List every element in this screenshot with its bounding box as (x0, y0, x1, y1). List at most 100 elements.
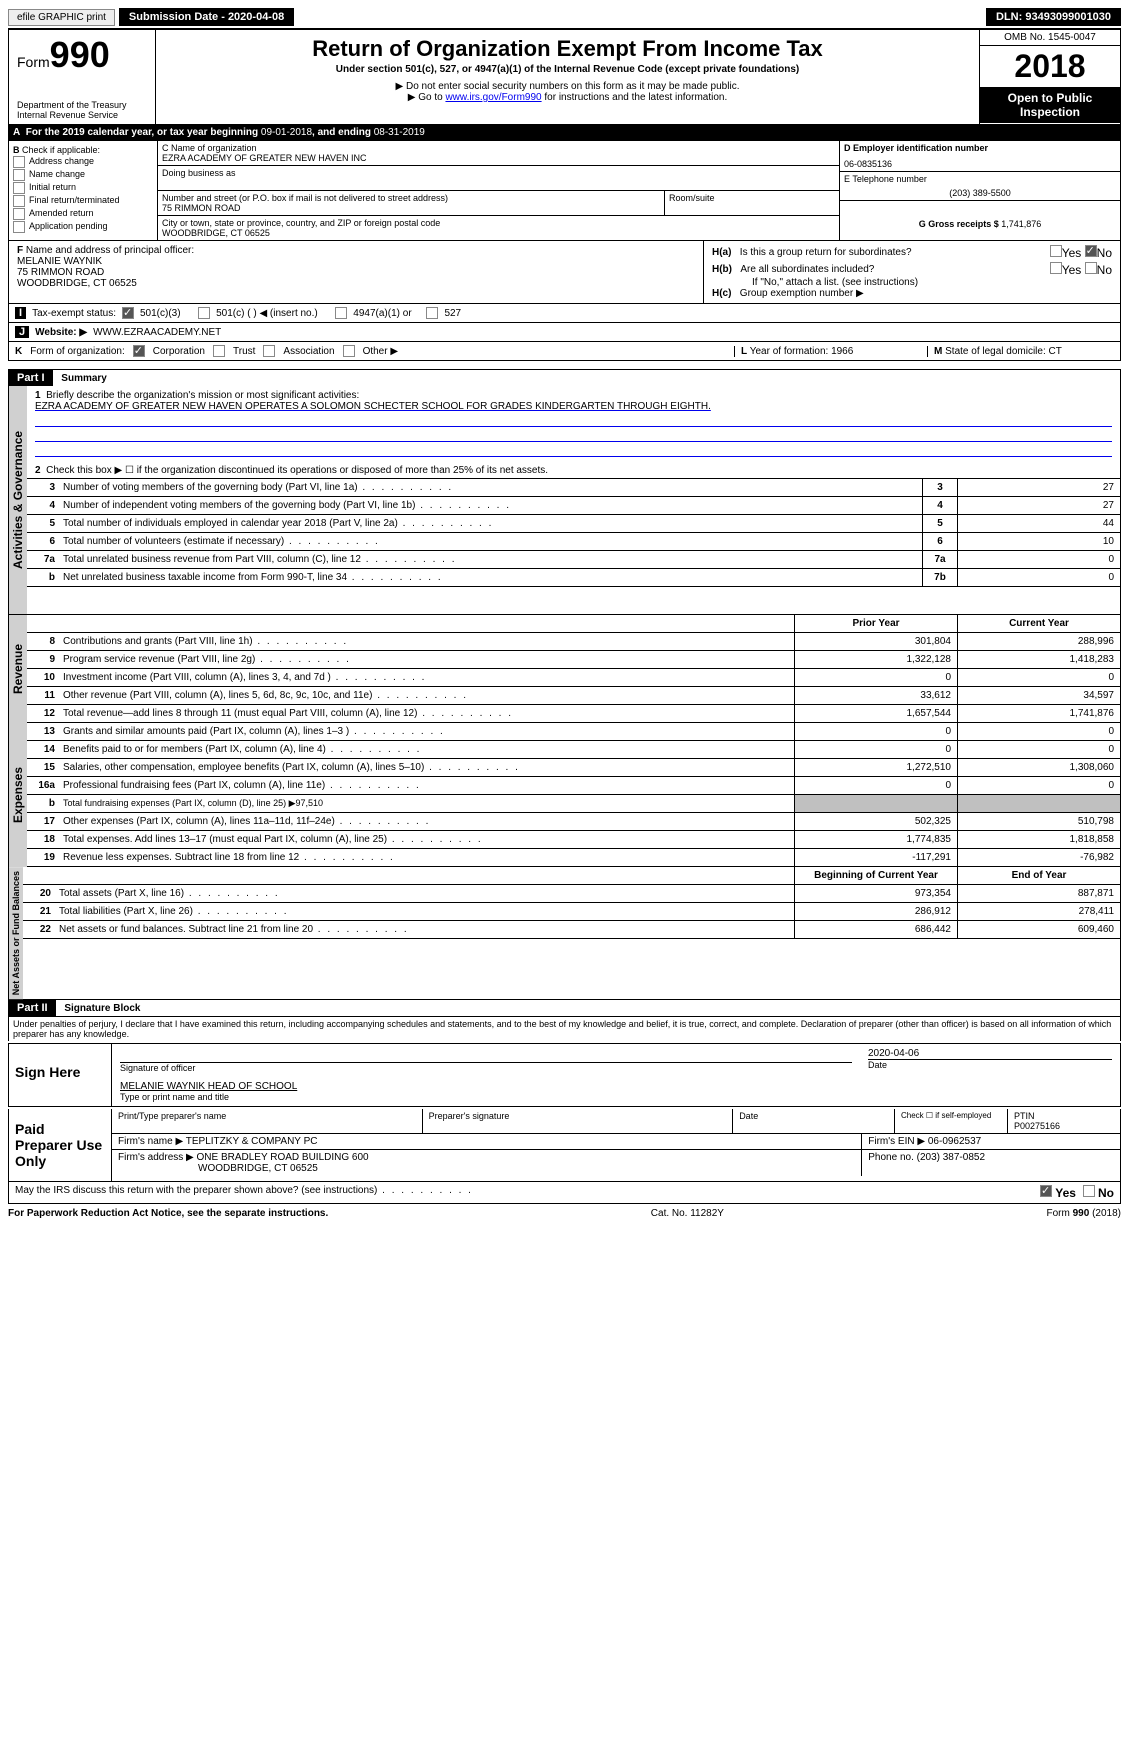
ha-no[interactable] (1085, 245, 1097, 257)
submission-date: Submission Date - 2020-04-08 (119, 8, 294, 26)
signer-name-label: Type or print name and title (120, 1092, 1112, 1102)
checkbox-amended[interactable] (13, 208, 25, 220)
org-address: 75 RIMMON ROAD (162, 203, 660, 213)
phone-label: E Telephone number (844, 174, 1116, 184)
exp-row-19: 19 Revenue less expenses. Subtract line … (27, 849, 1120, 867)
dba-label: Doing business as (162, 168, 835, 178)
dln-label: DLN: 93493099001030 (986, 8, 1121, 26)
rev-row-9: 9 Program service revenue (Part VIII, li… (27, 651, 1120, 669)
firm-name-label: Firm's name ▶ (118, 1136, 186, 1147)
footer-left: For Paperwork Reduction Act Notice, see … (8, 1208, 328, 1219)
org-city: WOODBRIDGE, CT 06525 (162, 228, 835, 238)
checkbox-pending[interactable] (13, 221, 25, 233)
discuss-row: May the IRS discuss this return with the… (8, 1182, 1121, 1204)
line2-desc: Check this box ▶ ☐ if the organization d… (46, 465, 548, 476)
firm-addr-label: Firm's address ▶ (118, 1152, 197, 1163)
form-header: Form990 Department of the Treasury Inter… (8, 28, 1121, 125)
rev-row-8: 8 Contributions and grants (Part VIII, l… (27, 633, 1120, 651)
gov-row-5: 5 Total number of individuals employed i… (27, 515, 1120, 533)
gov-row-6: 6 Total number of volunteers (estimate i… (27, 533, 1120, 551)
sign-here-label: Sign Here (9, 1044, 112, 1106)
org-name: EZRA ACADEMY OF GREATER NEW HAVEN INC (162, 153, 835, 163)
checkbox-address-change[interactable] (13, 156, 25, 168)
line1-desc: Briefly describe the organization's miss… (46, 390, 359, 401)
officer-name: MELANIE WAYNIK (17, 256, 102, 267)
section-d: D Employer identification number 06-0835… (839, 141, 1120, 240)
header-grid: B Check if applicable: Address change Na… (8, 141, 1121, 241)
footer-mid: Cat. No. 11282Y (651, 1208, 724, 1219)
chk-trust[interactable] (213, 345, 225, 357)
chk-other[interactable] (343, 345, 355, 357)
firm-ein-label: Firm's EIN ▶ (868, 1136, 928, 1147)
section-c: C Name of organization EZRA ACADEMY OF G… (158, 141, 839, 240)
ptin-value: P00275166 (1014, 1121, 1114, 1131)
beg-year-hdr: Beginning of Current Year (794, 867, 957, 884)
chk-527[interactable] (426, 307, 438, 319)
line16b-desc: Total fundraising expenses (Part IX, col… (63, 798, 296, 808)
perjury-text: Under penalties of perjury, I declare th… (8, 1016, 1121, 1041)
gross-label: G Gross receipts $ (919, 219, 1002, 229)
mission-text: EZRA ACADEMY OF GREATER NEW HAVEN OPERAT… (35, 401, 1112, 412)
hb-note: If "No," attach a list. (see instruction… (712, 277, 1112, 288)
state-domicile: CT (1049, 346, 1062, 357)
prep-check-label: Check ☐ if self-employed (895, 1109, 1008, 1133)
rev-row-12: 12 Total revenue—add lines 8 through 11 … (27, 705, 1120, 723)
form-number: Form990 (17, 34, 147, 76)
city-label: City or town, state or province, country… (162, 218, 835, 228)
tax-exempt-row: I Tax-exempt status: 501(c)(3) 501(c) ( … (8, 304, 1121, 323)
section-f: F Name and address of principal officer:… (9, 241, 704, 303)
discuss-yes[interactable] (1040, 1185, 1052, 1197)
governance-section: Activities & Governance 1 Briefly descri… (8, 386, 1121, 614)
chk-501c[interactable] (198, 307, 210, 319)
revenue-label: Revenue (9, 615, 27, 723)
firm-addr2: WOODBRIDGE, CT 06525 (118, 1163, 855, 1174)
rev-row-10: 10 Investment income (Part VIII, column … (27, 669, 1120, 687)
gov-row-4: 4 Number of independent voting members o… (27, 497, 1120, 515)
chk-assoc[interactable] (263, 345, 275, 357)
na-row-21: 21 Total liabilities (Part X, line 26) 2… (23, 903, 1120, 921)
exp-row-13: 13 Grants and similar amounts paid (Part… (27, 723, 1120, 741)
checkbox-initial-return[interactable] (13, 182, 25, 194)
form-note-1: ▶ Do not enter social security numbers o… (164, 81, 971, 92)
ptin-label: PTIN (1014, 1111, 1114, 1121)
year-formation: 1966 (831, 346, 853, 357)
prep-print-label: Print/Type preparer's name (112, 1109, 423, 1133)
form-title: Return of Organization Exempt From Incom… (164, 36, 971, 62)
ha-yes[interactable] (1050, 245, 1062, 257)
expenses-label: Expenses (9, 723, 27, 867)
omb-number: OMB No. 1545-0047 (980, 30, 1120, 46)
ein-value: 06-0835136 (844, 159, 1116, 169)
chk-4947[interactable] (335, 307, 347, 319)
open-public: Open to Public Inspection (980, 87, 1120, 123)
checkbox-final-return[interactable] (13, 195, 25, 207)
form-note-2: ▶ Go to www.irs.gov/Form990 for instruct… (164, 92, 971, 103)
prep-phone: (203) 387-0852 (917, 1152, 985, 1163)
line16b-val: 97,510 (296, 798, 324, 808)
irs-label: Internal Revenue Service (17, 110, 147, 120)
footer-right: Form 990 (2018) (1047, 1208, 1121, 1219)
tax-year: 2018 (980, 46, 1120, 87)
gross-value: 1,741,876 (1001, 219, 1041, 229)
efile-button[interactable]: efile GRAPHIC print (8, 9, 115, 26)
checkbox-name-change[interactable] (13, 169, 25, 181)
discuss-no[interactable] (1083, 1185, 1095, 1197)
sign-date: 2020-04-06 (868, 1048, 1112, 1059)
prep-phone-label: Phone no. (868, 1152, 916, 1163)
gov-row-7a: 7a Total unrelated business revenue from… (27, 551, 1120, 569)
addr-label: Number and street (or P.O. box if mail i… (162, 193, 660, 203)
irs-link[interactable]: www.irs.gov/Form990 (445, 92, 541, 103)
hb-yes[interactable] (1050, 262, 1062, 274)
chk-corp[interactable] (133, 345, 145, 357)
sign-here-section: Sign Here Signature of officer 2020-04-0… (8, 1043, 1121, 1107)
line-a: A For the 2019 calendar year, or tax yea… (8, 125, 1121, 141)
sign-date-label: Date (868, 1059, 1112, 1070)
end-year-hdr: End of Year (957, 867, 1120, 884)
top-bar: efile GRAPHIC print Submission Date - 20… (8, 8, 1121, 26)
hb-no[interactable] (1085, 262, 1097, 274)
part1-header: Part I Summary (8, 369, 1121, 386)
gov-row-3: 3 Number of voting members of the govern… (27, 479, 1120, 497)
sig-officer-label: Signature of officer (120, 1062, 852, 1073)
line16b-shaded2 (957, 795, 1120, 812)
chk-501c3[interactable] (122, 307, 134, 319)
section-h: H(a) Is this a group return for subordin… (704, 241, 1120, 303)
